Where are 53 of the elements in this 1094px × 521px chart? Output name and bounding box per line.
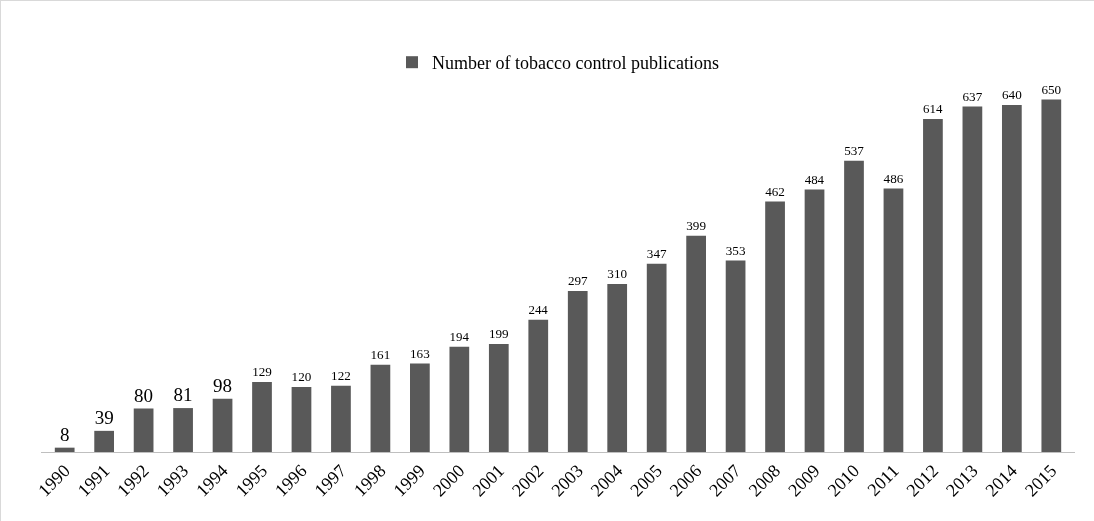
data-label: 297: [567, 273, 589, 289]
bar: [212, 398, 233, 452]
data-label: 122: [331, 368, 351, 384]
data-label: 194: [449, 329, 470, 345]
bar: [844, 160, 864, 452]
bar: [646, 263, 667, 452]
bar: [883, 188, 904, 452]
bar: [1041, 99, 1062, 452]
bar: [607, 283, 628, 452]
legend-label: Number of tobacco control publications: [432, 53, 719, 74]
data-label: 484: [804, 171, 825, 187]
bar: [488, 344, 509, 452]
bar: [725, 260, 746, 452]
bar: [449, 346, 470, 452]
data-label: 650: [1041, 81, 1062, 97]
data-label: 98: [213, 374, 233, 396]
bar: [54, 447, 75, 452]
bar: [252, 382, 272, 452]
data-label: 537: [844, 143, 865, 159]
bar: [94, 430, 115, 452]
data-label: 120: [291, 369, 312, 385]
data-label: 161: [370, 346, 391, 362]
data-label: 640: [1002, 87, 1023, 103]
data-label: 637: [962, 88, 983, 104]
data-label: 353: [725, 242, 746, 258]
data-label: 244: [528, 301, 549, 317]
data-label: 310: [607, 266, 628, 282]
bar: [410, 363, 430, 452]
bar: [923, 119, 943, 452]
bar: [370, 364, 391, 452]
data-label: 399: [686, 217, 707, 233]
data-label: 39: [94, 406, 114, 428]
data-label: 81: [173, 384, 193, 406]
bar: [173, 408, 193, 452]
data-label: 8: [59, 423, 70, 445]
bar: [291, 386, 312, 452]
bar: [962, 106, 983, 452]
data-label: 486: [883, 170, 904, 186]
data-label: 614: [923, 101, 943, 117]
bar: [133, 408, 154, 452]
bar: [528, 319, 549, 452]
bar: [567, 290, 588, 452]
data-label: 80: [134, 384, 154, 406]
data-label: 129: [252, 364, 273, 380]
bar: [804, 189, 825, 452]
bar: [686, 235, 706, 452]
data-label: 462: [765, 183, 785, 199]
bar: [765, 201, 785, 452]
bar: [331, 385, 351, 452]
data-label: 199: [488, 326, 510, 342]
data-label: 163: [410, 345, 431, 361]
data-label: 347: [646, 246, 667, 262]
bar: [1001, 104, 1022, 452]
